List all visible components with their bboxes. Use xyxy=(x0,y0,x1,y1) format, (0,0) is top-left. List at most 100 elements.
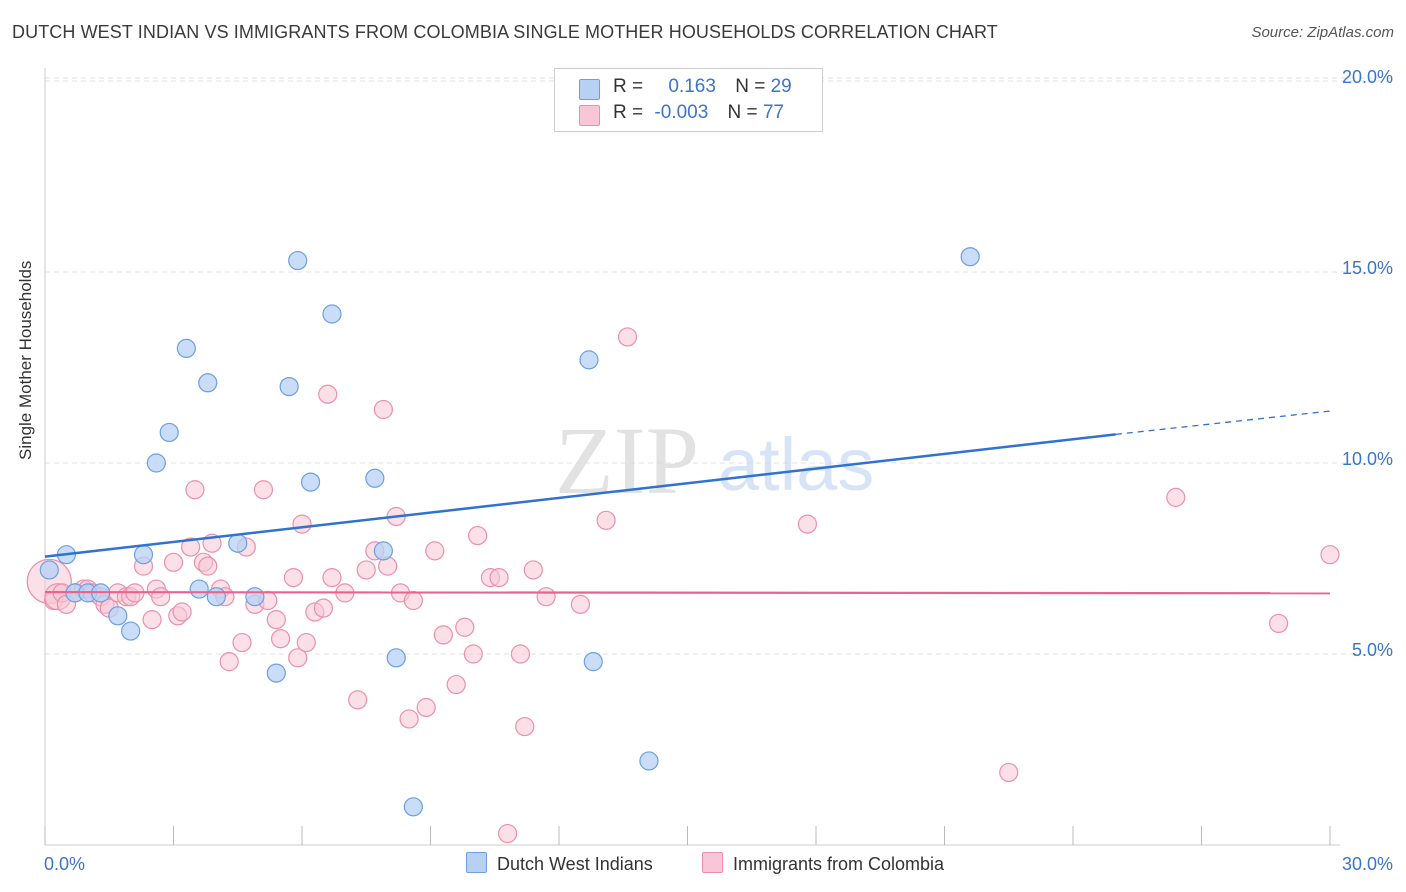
data-point-colombia xyxy=(356,560,376,580)
data-point-colombia xyxy=(288,648,308,668)
data-point-dutch-west-indians xyxy=(228,533,248,553)
gridlines xyxy=(45,77,1395,655)
data-point-dutch-west-indians xyxy=(639,751,659,771)
data-point-colombia xyxy=(1268,613,1289,634)
legend-swatch-blue xyxy=(579,79,600,100)
data-point-colombia xyxy=(373,399,393,420)
data-point-colombia xyxy=(163,552,184,572)
data-point-dutch-west-indians xyxy=(322,304,342,324)
data-point-dutch-west-indians xyxy=(121,621,141,641)
legend-n-label: N = xyxy=(735,76,766,97)
bottom-legend-swatch-blue xyxy=(466,852,487,873)
data-point-dutch-west-indians xyxy=(373,541,393,561)
data-point-colombia xyxy=(570,594,591,614)
y-tick-label: 15.0% xyxy=(1342,258,1393,278)
data-point-dutch-west-indians xyxy=(159,422,179,443)
data-point-colombia xyxy=(433,625,453,645)
data-point-colombia xyxy=(1166,487,1186,507)
data-point-colombia xyxy=(219,652,239,672)
watermark-zip: ZIP xyxy=(555,407,699,514)
data-point-dutch-west-indians xyxy=(39,560,59,580)
data-point-dutch-west-indians xyxy=(279,377,299,397)
data-point-colombia xyxy=(185,480,205,500)
data-point-colombia xyxy=(446,674,466,695)
y-tick-label: 5.0% xyxy=(1352,640,1393,660)
x-tick-label: 30.0% xyxy=(1342,854,1393,874)
data-point-colombia xyxy=(463,644,483,664)
data-point-dutch-west-indians xyxy=(403,797,423,817)
legend-n-value: 29 xyxy=(770,76,792,97)
data-point-colombia xyxy=(181,537,201,557)
data-point-dutch-west-indians xyxy=(198,373,218,393)
watermark: ZIP atlas xyxy=(555,407,874,514)
data-point-colombia xyxy=(348,690,368,710)
legend-r-label: R = xyxy=(613,102,644,123)
trend-line-colombia xyxy=(44,591,1331,595)
y-axis-label: Single Mother Households xyxy=(16,260,35,460)
bottom-legend-label: Immigrants from Colombia xyxy=(733,854,945,874)
source-label: Source: ZipAtlas.com xyxy=(1251,24,1394,41)
data-point-colombia xyxy=(318,384,338,404)
data-point-dutch-west-indians xyxy=(960,247,980,267)
data-point-colombia xyxy=(296,632,316,653)
data-point-colombia xyxy=(283,567,304,588)
bottom-legend-swatch-pink xyxy=(702,852,723,873)
legend-r-value: -0.003 xyxy=(654,102,709,123)
correlation-legend: R = 0.163 N = 29 R = -0.003 N = 77 xyxy=(554,68,823,132)
data-point-colombia xyxy=(198,556,218,576)
data-point-colombia xyxy=(151,587,171,607)
trend-line-dutch-west-indians-extension xyxy=(1115,410,1331,435)
chart-title: DUTCH WEST INDIAN VS IMMIGRANTS FROM COL… xyxy=(12,22,998,42)
data-point-colombia xyxy=(313,598,334,618)
legend-r-label: R = xyxy=(613,76,644,97)
axes xyxy=(44,68,1340,846)
x-tick-label: 0.0% xyxy=(44,854,85,874)
data-point-colombia xyxy=(536,587,556,607)
data-point-colombia xyxy=(172,602,192,622)
legend-n-value: 77 xyxy=(762,102,785,123)
data-point-colombia xyxy=(232,632,252,653)
trend-line-dutch-west-indians xyxy=(44,433,1116,558)
data-point-colombia xyxy=(292,514,312,534)
data-point-dutch-west-indians xyxy=(583,652,603,672)
bottom-legend-label: Dutch West Indians xyxy=(497,854,653,874)
data-point-colombia xyxy=(515,716,535,737)
data-point-colombia xyxy=(498,823,518,844)
data-point-dutch-west-indians xyxy=(146,453,166,473)
legend-n-label: N = xyxy=(727,102,758,123)
data-point-colombia xyxy=(270,629,291,649)
data-point-colombia xyxy=(489,567,509,588)
data-point-colombia xyxy=(399,709,419,729)
data-point-colombia xyxy=(596,510,616,530)
series-dutch-west-indians-points xyxy=(39,247,980,817)
bottom-legend-dutch-west-indians: Dutch West Indians xyxy=(466,852,653,875)
data-point-dutch-west-indians xyxy=(108,606,128,626)
data-point-dutch-west-indians xyxy=(365,468,385,488)
data-point-colombia xyxy=(797,514,818,534)
data-point-colombia xyxy=(510,644,531,664)
data-point-dutch-west-indians xyxy=(266,663,286,683)
data-point-colombia xyxy=(523,560,543,580)
data-point-colombia xyxy=(142,610,162,630)
data-point-dutch-west-indians xyxy=(206,587,226,607)
data-point-colombia xyxy=(617,327,638,347)
data-point-colombia xyxy=(455,617,475,637)
data-point-dutch-west-indians xyxy=(300,472,321,492)
data-point-colombia xyxy=(416,697,436,718)
data-point-dutch-west-indians xyxy=(288,250,308,271)
data-point-colombia xyxy=(253,480,274,500)
y-tick-label: 20.0% xyxy=(1342,67,1393,87)
data-point-colombia xyxy=(322,567,342,588)
trend-lines xyxy=(44,410,1331,595)
data-point-colombia xyxy=(468,525,488,546)
legend-r-value: 0.163 xyxy=(668,76,716,97)
data-point-dutch-west-indians xyxy=(386,648,406,668)
y-tick-label: 10.0% xyxy=(1342,449,1393,469)
data-point-dutch-west-indians xyxy=(245,587,265,607)
legend-swatch-pink xyxy=(579,105,600,126)
bottom-legend-colombia: Immigrants from Colombia xyxy=(702,852,944,875)
tick-labels: 5.0% 10.0% 15.0% 20.0% 0.0% 30.0% xyxy=(44,67,1393,874)
data-point-colombia xyxy=(266,610,286,630)
data-point-dutch-west-indians xyxy=(579,350,599,370)
